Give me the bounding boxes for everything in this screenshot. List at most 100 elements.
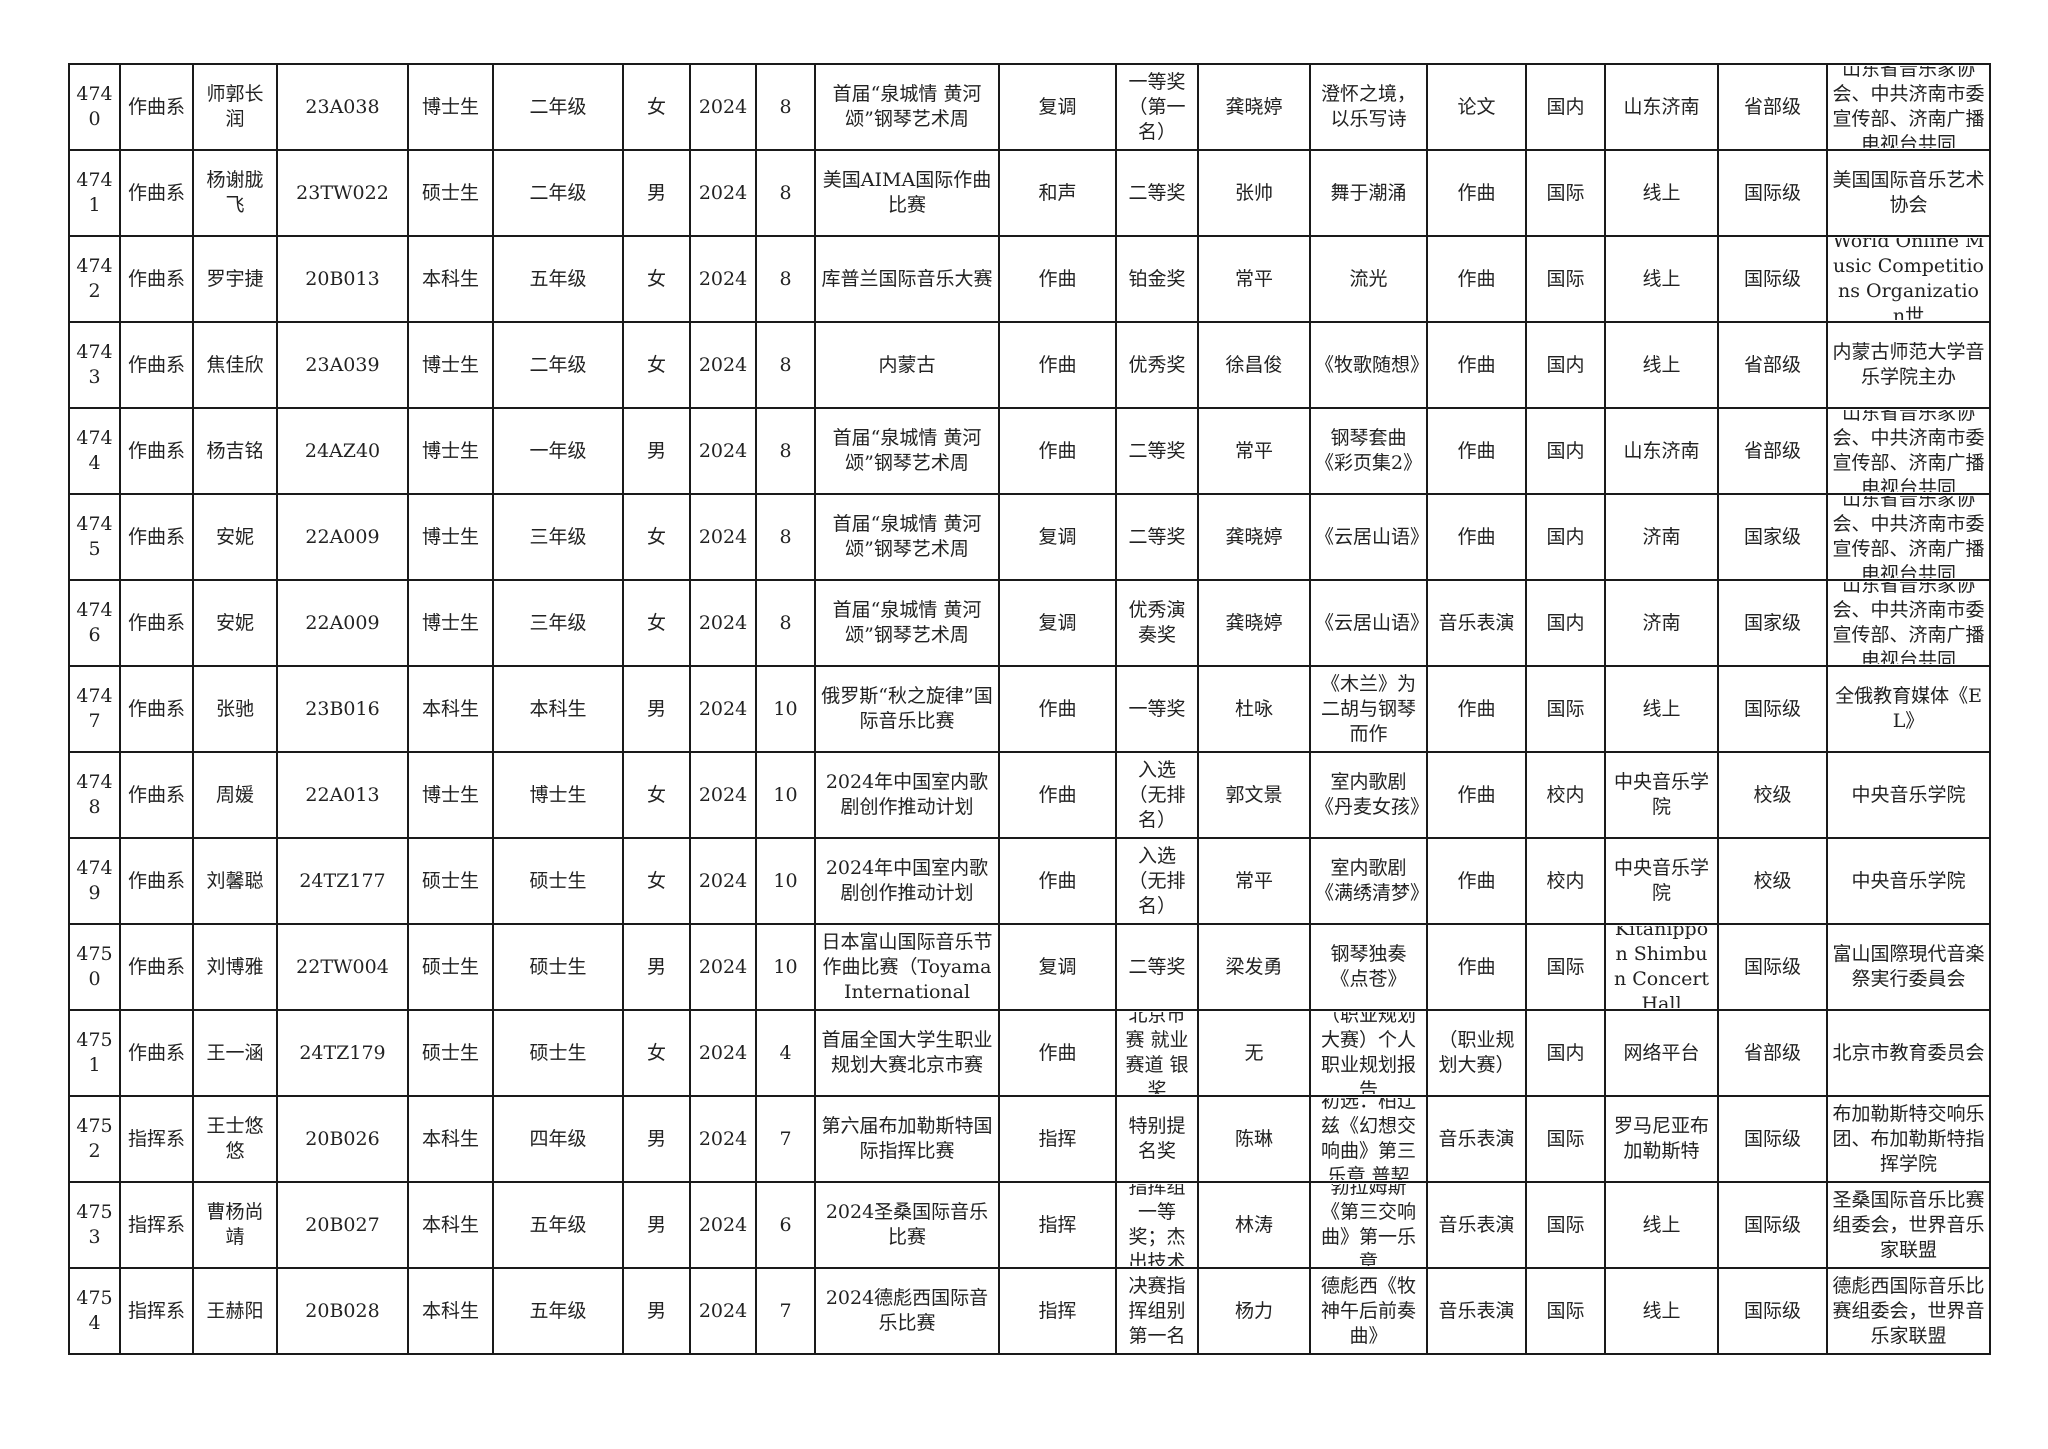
work-title-text: 室内歌剧《满绣清梦》 [1315, 857, 1426, 904]
degree-level-text: 博士生 [421, 95, 479, 118]
department-text: 指挥系 [127, 1127, 185, 1150]
cell-month: 8 [755, 579, 816, 667]
grade-text: 二年级 [529, 95, 587, 118]
cell-grade: 博士生 [492, 751, 624, 839]
month-text: 10 [773, 783, 798, 806]
award-text: 特别提名奖 [1128, 1115, 1186, 1162]
cell-month: 7 [755, 1267, 816, 1355]
cell-category: （职业规划大赛） [1426, 1009, 1527, 1097]
level-text: 省部级 [1743, 1041, 1801, 1064]
cell-level: 国际级 [1717, 923, 1828, 1011]
cell-category: 作曲 [1426, 407, 1527, 495]
department-text: 作曲系 [127, 697, 185, 720]
grade-text: 博士生 [529, 783, 587, 806]
cell-degree-level: 博士生 [407, 493, 494, 581]
organizer-text: 内蒙古师范大学音乐学院主办 [1832, 341, 1985, 388]
grade-text: 五年级 [529, 1213, 587, 1236]
competition-name-text: 首届“泉城情 黄河颂”钢琴艺术周 [832, 513, 982, 560]
table-row: 4742 作曲系 罗宇捷 20B013 本科生 五年级 女 2024 8 库普兰国际音乐大赛 作曲 铂… [68, 235, 1991, 323]
organizer-text: 中央音乐学院 [1851, 869, 1966, 892]
cell-department: 作曲系 [119, 235, 194, 323]
cell-category: 作曲 [1426, 321, 1527, 409]
domestic-international-text: 校内 [1546, 783, 1585, 806]
degree-level-text: 硕士生 [421, 869, 479, 892]
awards-table: 4740 作曲系 师郭长润 23A038 博士生 二年级女 2024 8 首届“泉城情 黄河颂”… [68, 63, 1991, 1355]
cell-advisor: 林涛 [1197, 1181, 1311, 1269]
cell-award: 入选（无排名） [1115, 751, 1199, 839]
year-text: 2024 [698, 955, 748, 978]
organizer-text: 山东省音乐家协会、中共济南市委宣传部、济南广播电视台共同 [1832, 496, 1985, 578]
cell-category: 论文 [1426, 63, 1527, 151]
cell-organizer: 圣桑国际音乐比赛组委会，世界音乐家联盟 [1826, 1181, 1991, 1269]
cell-organizer: 山东省音乐家协会、中共济南市委宣传部、济南广播电视台共同 [1826, 63, 1991, 151]
student-name-text: 王一涵 [206, 1041, 264, 1064]
grade-text: 五年级 [529, 1299, 587, 1322]
competition-name-text: 日本富山国际音乐节作曲比赛（Toyama International [821, 930, 993, 1003]
row-number-text: 4748 [76, 771, 113, 818]
location-text: 线上 [1642, 353, 1681, 376]
cell-student-id: 22TW004 [276, 923, 409, 1011]
month-text: 8 [779, 439, 792, 462]
cell-competition-name: 俄罗斯“秋之旋律”国际音乐比赛 [814, 665, 1000, 753]
cell-work-title: 钢琴套曲《彩页集2》 [1309, 407, 1428, 495]
cell-month: 8 [755, 321, 816, 409]
month-text: 10 [773, 955, 798, 978]
student-name-text: 王赫阳 [206, 1299, 264, 1322]
department-text: 作曲系 [127, 95, 185, 118]
gender-text: 男 [646, 955, 666, 978]
gender-text: 女 [646, 869, 666, 892]
cell-degree-level: 硕士生 [407, 923, 494, 1011]
gender-text: 女 [646, 783, 666, 806]
cell-location: 网络平台 [1604, 1009, 1719, 1097]
cell-location: 山东济南 [1604, 407, 1719, 495]
cell-gender: 男 [622, 1095, 691, 1183]
gender-text: 女 [646, 267, 666, 290]
cell-grade: 三年级 [492, 579, 624, 667]
level-text: 省部级 [1743, 95, 1801, 118]
gender-text: 女 [646, 353, 666, 376]
cell-department: 作曲系 [119, 665, 194, 753]
domestic-international-text: 国内 [1546, 611, 1585, 634]
level-text: 国际级 [1743, 1299, 1801, 1322]
cell-advisor: 杜咏 [1197, 665, 1311, 753]
cell-work-title: 初选：柏辽兹《幻想交响曲》第三乐章 普契 [1309, 1095, 1428, 1183]
advisor-text: 张帅 [1234, 181, 1273, 204]
cell-work-title: 《云居山语》 [1309, 579, 1428, 667]
cell-department: 作曲系 [119, 1009, 194, 1097]
domestic-international-text: 国际 [1546, 181, 1585, 204]
department-text: 作曲系 [127, 611, 185, 634]
competition-name-text: 第六届布加勒斯特国际指挥比赛 [821, 1115, 993, 1162]
cell-gender: 男 [622, 923, 691, 1011]
domestic-international-text: 国际 [1546, 267, 1585, 290]
month-text: 8 [779, 525, 792, 548]
course-text: 作曲 [1038, 697, 1077, 720]
cell-year: 2024 [689, 1009, 757, 1097]
cell-work-title: 勃拉姆斯《第三交响曲》第一乐章 [1309, 1181, 1428, 1269]
competition-name-text: 首届“泉城情 黄河颂”钢琴艺术周 [832, 83, 982, 130]
cell-competition-name: 首届“泉城情 黄河颂”钢琴艺术周 [814, 63, 1000, 151]
course-text: 指挥 [1038, 1299, 1077, 1322]
month-text: 4 [779, 1041, 792, 1064]
cell-degree-level: 本科生 [407, 235, 494, 323]
work-title-text: 室内歌剧《丹麦女孩》 [1315, 771, 1426, 818]
cell-department: 作曲系 [119, 493, 194, 581]
category-text: 音乐表演 [1438, 1299, 1515, 1322]
cell-course: 指挥 [998, 1181, 1117, 1269]
cell-month: 8 [755, 63, 816, 151]
cell-grade: 四年级 [492, 1095, 624, 1183]
cell-year: 2024 [689, 923, 757, 1011]
cell-award: 二等奖 [1115, 149, 1199, 237]
degree-level-text: 本科生 [421, 1299, 479, 1322]
location-text: 线上 [1642, 267, 1681, 290]
cell-location: 罗马尼亚布加勒斯特 [1604, 1095, 1719, 1183]
organizer-text: 山东省音乐家协会、中共济南市委宣传部、济南广播电视台共同 [1832, 582, 1985, 664]
location-text: 中央音乐学院 [1613, 771, 1709, 818]
cell-department: 指挥系 [119, 1095, 194, 1183]
category-text: 作曲 [1457, 525, 1496, 548]
competition-name-text: 内蒙古 [878, 353, 936, 376]
cell-competition-name: 第六届布加勒斯特国际指挥比赛 [814, 1095, 1000, 1183]
grade-text: 硕士生 [529, 869, 587, 892]
table-row: 4752 指挥系 王士悠悠 20B026 本科生 四年级 男 2024 7 第六届布加勒斯特国际指… [68, 1095, 1991, 1183]
month-text: 10 [773, 697, 798, 720]
student-name-text: 安妮 [215, 611, 254, 634]
